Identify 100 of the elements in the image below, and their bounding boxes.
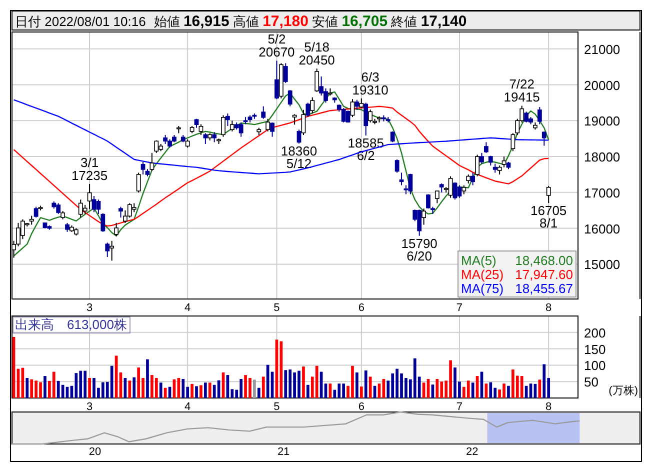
annotation: 5/2 [268, 32, 286, 47]
candlestick [448, 176, 453, 198]
annotation: 6/20 [406, 248, 432, 264]
bar [128, 380, 132, 398]
bar [538, 380, 542, 398]
bar [489, 382, 492, 398]
y-tick-label: 200 [584, 325, 606, 340]
x-tick-label: 8 [546, 401, 552, 413]
annotation: 18360 [280, 144, 318, 159]
bar [132, 377, 136, 398]
bar [315, 366, 318, 398]
candlestick [34, 206, 38, 218]
x-tick-label: 3 [86, 302, 93, 314]
y-axis-title: (万株) [608, 384, 638, 397]
candlestick [114, 222, 118, 237]
y-tick-label: 18000 [584, 150, 620, 165]
candlestick [484, 142, 488, 154]
candlestick [270, 122, 274, 138]
bar [30, 379, 34, 398]
chart-title: 出来高 613,000株 [15, 317, 127, 332]
bar [356, 372, 358, 398]
bar [146, 359, 149, 398]
x-tick-label: 3 [86, 401, 93, 413]
annotation: 18,455.67 [515, 281, 573, 296]
x-tick-label: 5 [274, 302, 280, 314]
y-tick-label: 16000 [584, 221, 620, 236]
candlestick [110, 240, 114, 262]
candlestick [480, 152, 484, 164]
bar [195, 386, 198, 398]
candlestick [542, 130, 546, 146]
candlestick [92, 196, 96, 213]
x-tick-label: 8 [546, 302, 552, 314]
y-tick-label: 19000 [584, 114, 620, 129]
annotation: 6/2 [356, 148, 375, 164]
y-tick-label: 20000 [584, 78, 620, 93]
annotation: 5/18 [304, 40, 330, 55]
candlestick [475, 154, 480, 177]
x-tick-label: 4 [184, 302, 191, 314]
candlestick [266, 118, 270, 132]
y-tick-label: 17000 [584, 185, 620, 200]
candlestick [359, 98, 364, 109]
candlestick [87, 183, 92, 210]
candlestick [350, 98, 355, 118]
annotation: 20450 [298, 52, 335, 68]
candlestick [198, 124, 204, 136]
bar [302, 366, 305, 398]
bar [253, 380, 256, 398]
text: MA(5) [461, 253, 496, 268]
x-tick-label: 22 [466, 446, 478, 458]
bar [507, 386, 510, 398]
text: MA(25) [461, 267, 504, 282]
annotation: 18585 [348, 136, 384, 151]
annotation: 6/3 [361, 69, 380, 84]
candlestick [301, 109, 306, 136]
bar [200, 385, 202, 398]
bar [182, 378, 185, 398]
candlestick [341, 108, 346, 123]
annotation: 8/1 [540, 216, 558, 230]
bar [364, 370, 368, 398]
bar [52, 372, 56, 398]
candlestick [296, 129, 302, 144]
candlestick [470, 172, 476, 186]
bar [360, 386, 363, 398]
candlestick [364, 102, 368, 136]
y-tick-label: 150 [584, 342, 606, 357]
x-tick-label: 21 [277, 446, 290, 458]
candlestick [203, 132, 208, 144]
x-tick-label: 7 [456, 401, 463, 413]
x-tick-label: 6 [358, 401, 364, 413]
annotation: 19310 [352, 82, 388, 98]
chart-title: 日付 2022/08/01 10:16 [15, 14, 146, 29]
candlestick [212, 132, 217, 143]
candlestick [434, 190, 440, 204]
annotation: 20670 [258, 44, 295, 60]
annotation: 16705 [530, 203, 567, 218]
candlestick [422, 208, 426, 226]
candlestick [274, 60, 279, 100]
annotation: 19415 [504, 90, 540, 105]
candlestick [546, 185, 551, 204]
candlestick [100, 212, 106, 232]
candlestick [408, 173, 413, 195]
candlestick [96, 199, 101, 214]
candlestick [105, 242, 110, 258]
bar [466, 380, 470, 398]
y-tick-label: 15000 [584, 257, 620, 272]
candlestick [283, 62, 288, 84]
candlestick [221, 114, 226, 138]
candlestick [136, 172, 141, 193]
y-tick-label: 100 [584, 358, 606, 374]
annotation: 5/12 [286, 156, 312, 172]
candlestick [154, 140, 159, 154]
candlestick [238, 122, 244, 138]
candlestick [354, 99, 360, 110]
bar [110, 366, 114, 398]
candlestick [261, 106, 266, 120]
y-tick-label: 21000 [584, 42, 620, 57]
candlestick [394, 158, 400, 174]
candlestick [288, 90, 292, 107]
candlestick [510, 132, 516, 152]
x-tick-label: 20 [88, 446, 102, 458]
